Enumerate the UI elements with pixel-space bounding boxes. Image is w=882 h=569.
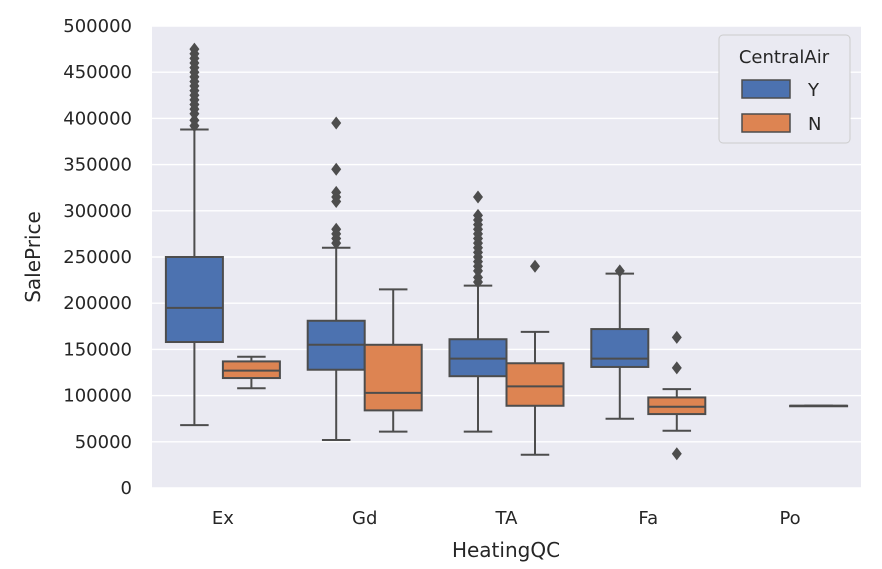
outlier-point xyxy=(530,259,540,273)
y-tick-label: 400000 xyxy=(63,108,132,129)
x-axis-label: HeatingQC xyxy=(452,538,560,562)
x-tick-label: Fa xyxy=(638,508,658,529)
y-tick-label: 250000 xyxy=(63,247,132,268)
y-tick-label: 450000 xyxy=(63,62,132,83)
x-tick-labels: Ex Gd TA Fa Po xyxy=(212,508,801,529)
y-tick-label: 200000 xyxy=(63,293,132,314)
box-Fa-N xyxy=(647,330,707,461)
x-tick-label: Gd xyxy=(352,508,377,529)
iqr-box xyxy=(590,328,650,368)
legend-swatch-N xyxy=(741,113,791,133)
legend-label-N: N xyxy=(808,114,821,135)
y-tick-label: 300000 xyxy=(63,201,132,222)
outlier-point xyxy=(473,208,483,222)
box-series xyxy=(164,42,849,461)
outlier-point xyxy=(331,116,342,130)
outlier-point xyxy=(473,190,483,204)
legend-swatch-Y xyxy=(741,79,791,99)
y-tick-label: 0 xyxy=(121,478,132,499)
y-tick-labels: 0 50000 100000 150000 200000 250000 300000 3500… xyxy=(63,16,132,499)
legend-title: CentralAir xyxy=(739,47,830,68)
y-tick-label: 50000 xyxy=(75,432,132,453)
x-tick-label: Po xyxy=(779,508,800,529)
y-tick-label: 150000 xyxy=(63,339,132,360)
box-Gd-N xyxy=(363,288,423,433)
legend: CentralAir YN xyxy=(718,34,851,144)
outlier-point xyxy=(671,330,682,344)
x-tick-label: TA xyxy=(495,508,519,529)
box-Fa-Y xyxy=(590,264,650,420)
box-Ex-N xyxy=(221,355,281,390)
legend-label-Y: Y xyxy=(807,80,820,101)
box-TA-N xyxy=(505,259,565,456)
y-axis-label: SalePrice xyxy=(21,211,45,303)
outlier-point xyxy=(671,447,682,461)
iqr-box xyxy=(505,362,565,407)
x-tick-label: Ex xyxy=(212,508,234,529)
outlier-point xyxy=(614,264,625,278)
outlier-point xyxy=(189,42,200,56)
box-Po-N xyxy=(789,404,849,408)
outlier-point xyxy=(331,185,342,199)
y-tick-label: 100000 xyxy=(63,386,132,407)
box-Ex-Y xyxy=(164,42,224,427)
outlier-point xyxy=(331,222,342,236)
y-tick-label: 500000 xyxy=(63,16,132,37)
box-TA-Y xyxy=(448,190,508,433)
outlier-point xyxy=(331,162,342,176)
y-tick-label: 350000 xyxy=(63,155,132,176)
outlier-point xyxy=(671,361,682,375)
iqr-box xyxy=(363,343,423,412)
box-Gd-Y xyxy=(306,116,366,441)
iqr-box xyxy=(164,256,224,344)
